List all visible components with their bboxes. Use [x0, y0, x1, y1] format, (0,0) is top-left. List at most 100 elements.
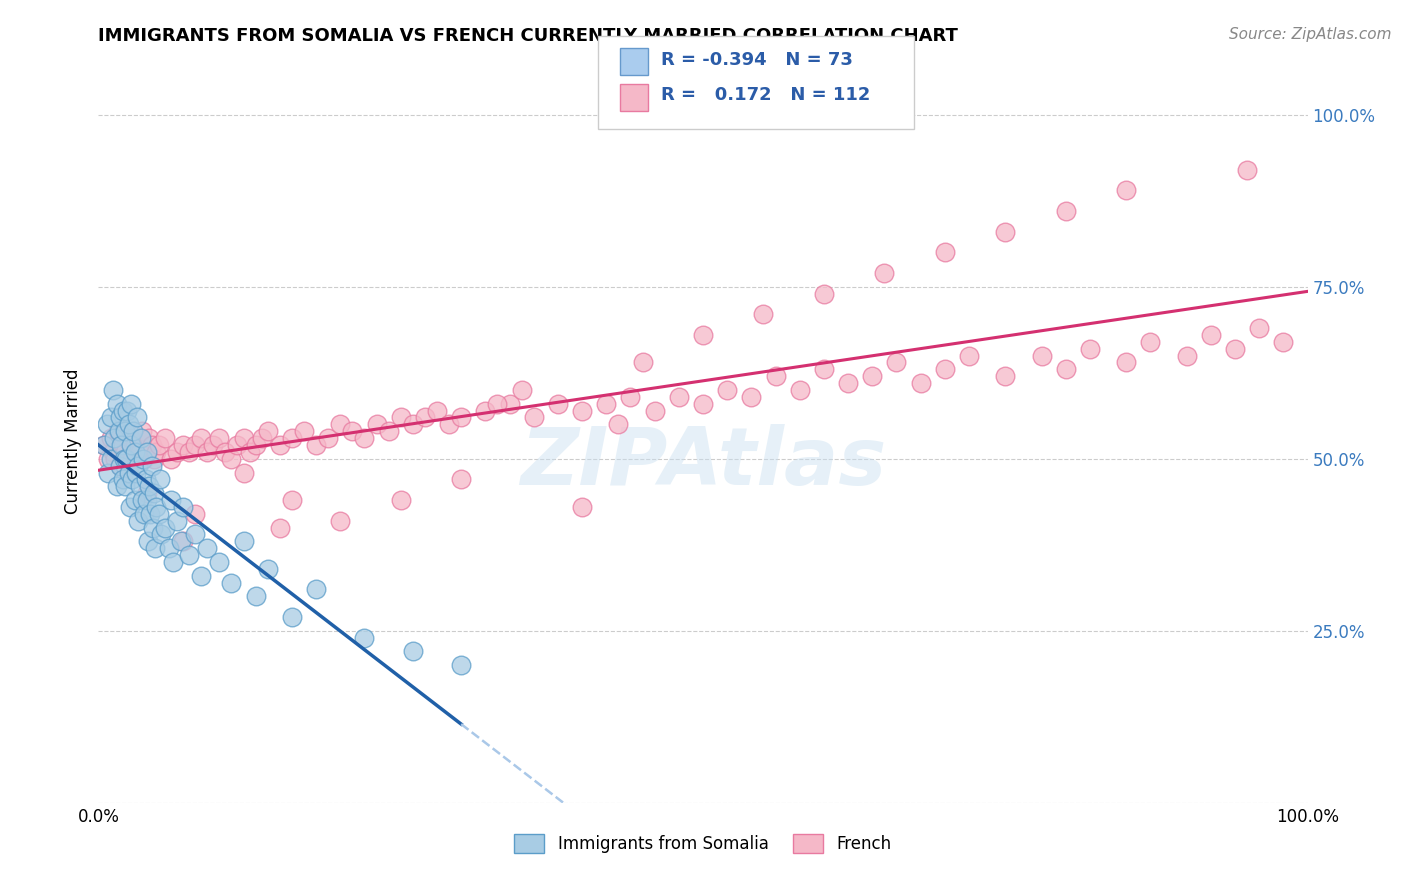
Point	[692, 327, 714, 342]
Point	[1054, 204, 1077, 219]
Point	[232, 534, 254, 549]
Point	[166, 514, 188, 528]
Point	[129, 431, 152, 445]
Point	[631, 355, 654, 369]
Point	[607, 417, 630, 432]
Point	[523, 410, 546, 425]
Point	[886, 355, 908, 369]
Point	[134, 507, 156, 521]
Point	[153, 520, 176, 534]
Point	[281, 610, 304, 624]
Point	[232, 466, 254, 480]
Point	[117, 451, 139, 466]
Point	[131, 424, 153, 438]
Point	[1272, 334, 1295, 349]
Point	[122, 424, 145, 438]
Point	[740, 390, 762, 404]
Point	[232, 431, 254, 445]
Point	[135, 472, 157, 486]
Point	[256, 424, 278, 438]
Point	[138, 479, 160, 493]
Point	[426, 403, 449, 417]
Point	[124, 493, 146, 508]
Point	[208, 431, 231, 445]
Point	[316, 431, 339, 445]
Text: ZIPAtlas: ZIPAtlas	[520, 425, 886, 502]
Point	[101, 383, 124, 397]
Point	[486, 397, 509, 411]
Point	[342, 424, 364, 438]
Point	[143, 486, 166, 500]
Point	[413, 410, 436, 425]
Point	[1115, 355, 1137, 369]
Point	[114, 424, 136, 438]
Point	[169, 534, 191, 549]
Point	[105, 397, 128, 411]
Point	[644, 403, 666, 417]
Point	[115, 451, 138, 466]
Point	[139, 507, 162, 521]
Point	[765, 369, 787, 384]
Point	[111, 472, 134, 486]
Point	[1223, 342, 1246, 356]
Point	[143, 451, 166, 466]
Point	[104, 451, 127, 466]
Point	[121, 472, 143, 486]
Point	[221, 575, 243, 590]
Point	[120, 397, 142, 411]
Point	[135, 445, 157, 459]
Point	[752, 307, 775, 321]
Point	[138, 431, 160, 445]
Point	[108, 424, 131, 438]
Point	[353, 631, 375, 645]
Point	[221, 451, 243, 466]
Point	[1054, 362, 1077, 376]
Point	[281, 493, 304, 508]
Point	[716, 383, 738, 397]
Point	[131, 493, 153, 508]
Point	[153, 431, 176, 445]
Point	[269, 438, 291, 452]
Point	[184, 438, 207, 452]
Point	[184, 527, 207, 541]
Point	[934, 245, 956, 260]
Point	[860, 369, 883, 384]
Point	[96, 417, 118, 432]
Point	[157, 541, 180, 556]
Point	[910, 376, 932, 390]
Point	[873, 266, 896, 280]
Point	[934, 362, 956, 376]
Point	[136, 534, 159, 549]
Point	[190, 431, 212, 445]
Point	[141, 438, 163, 452]
Point	[184, 507, 207, 521]
Point	[97, 451, 120, 466]
Point	[994, 225, 1017, 239]
Point	[437, 417, 460, 432]
Point	[142, 520, 165, 534]
Point	[127, 514, 149, 528]
Point	[110, 438, 132, 452]
Point	[389, 493, 412, 508]
Point	[93, 438, 115, 452]
Point	[813, 362, 835, 376]
Point	[256, 562, 278, 576]
Point	[134, 451, 156, 466]
Point	[957, 349, 980, 363]
Legend: Immigrants from Somalia, French: Immigrants from Somalia, French	[508, 827, 898, 860]
Point	[135, 445, 157, 459]
Point	[179, 445, 201, 459]
Point	[105, 479, 128, 493]
Point	[1115, 183, 1137, 197]
Point	[1236, 162, 1258, 177]
Text: R = -0.394   N = 73: R = -0.394 N = 73	[661, 51, 852, 69]
Point	[377, 424, 399, 438]
Point	[100, 410, 122, 425]
Point	[118, 500, 141, 514]
Point	[813, 286, 835, 301]
Point	[195, 541, 218, 556]
Point	[994, 369, 1017, 384]
Point	[837, 376, 859, 390]
Point	[135, 493, 157, 508]
Point	[402, 417, 425, 432]
